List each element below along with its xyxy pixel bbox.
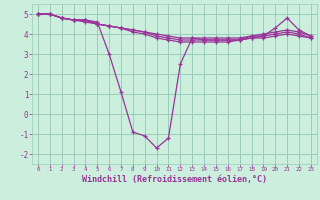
X-axis label: Windchill (Refroidissement éolien,°C): Windchill (Refroidissement éolien,°C) xyxy=(82,175,267,184)
